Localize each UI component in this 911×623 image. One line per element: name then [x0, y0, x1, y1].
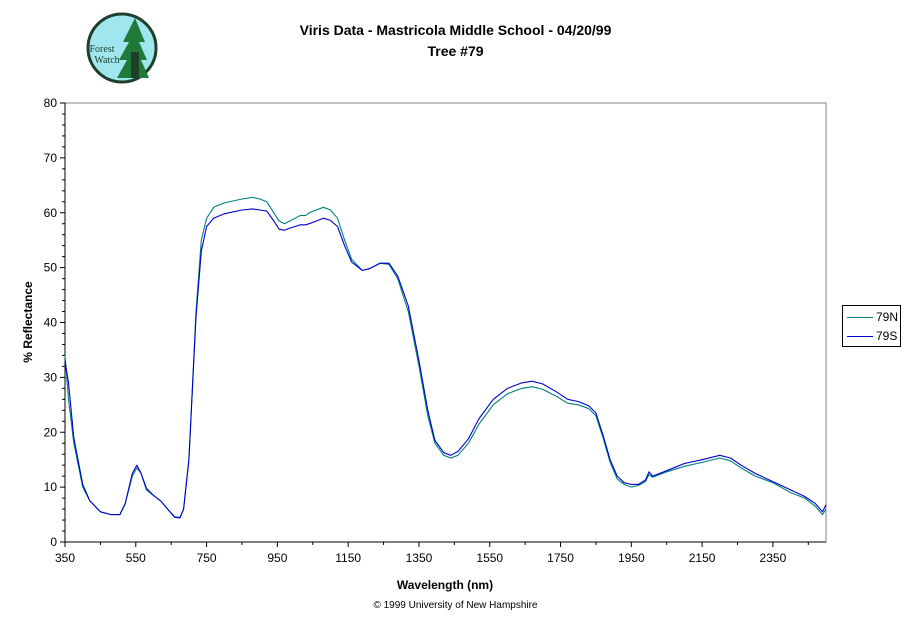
y-tick-label: 60 — [44, 206, 58, 220]
y-tick-label: 10 — [44, 480, 58, 494]
y-tick-label: 0 — [50, 535, 57, 549]
y-tick-label: 80 — [44, 96, 58, 110]
chart-subtitle: Tree #79 — [427, 43, 484, 59]
y-axis: 0 10 20 30 40 50 60 70 80 — [44, 96, 66, 549]
legend-item-79n: 79N — [847, 309, 901, 325]
y-tick-label: 40 — [44, 316, 58, 330]
logo-text-line2: Watch — [94, 55, 119, 66]
x-tick-label: 1350 — [406, 551, 433, 565]
copyright-footer: © 1999 University of New Hampshire — [373, 600, 538, 611]
legend-label-79s: 79S — [876, 329, 898, 343]
x-tick-label: 1750 — [547, 551, 574, 565]
legend-swatch-79s — [847, 336, 873, 337]
x-tick-label: 350 — [55, 551, 75, 565]
series-line-79s — [64, 208, 827, 519]
legend-label-79n: 79N — [876, 310, 899, 324]
logo-person-icon — [131, 52, 139, 78]
legend-swatch-79n — [847, 317, 873, 318]
x-tick-label: 1150 — [335, 551, 361, 565]
x-tick-label: 750 — [197, 551, 217, 565]
y-tick-label: 30 — [44, 370, 58, 384]
x-tick-label: 1950 — [618, 551, 645, 565]
x-tick-label: 550 — [126, 551, 146, 565]
series-lines — [64, 196, 827, 519]
plot-area — [64, 102, 827, 543]
x-tick-label: 1550 — [476, 551, 503, 565]
x-tick-label: 950 — [267, 551, 287, 565]
x-axis: 350 550 750 950 1150 1350 1550 1750 1950 2150 2350 — [55, 541, 826, 565]
y-tick-label: 70 — [44, 151, 58, 165]
y-tick-label: 20 — [44, 425, 58, 439]
legend-item-79s: 79S — [847, 328, 901, 344]
x-tick-label: 2150 — [689, 551, 716, 565]
forest-watch-logo: Forest Watch — [86, 12, 158, 84]
x-tick-label: 2350 — [760, 551, 787, 565]
logo-text-line1: Forest — [90, 44, 115, 55]
legend: 79N 79S — [842, 305, 901, 347]
y-tick-label: 50 — [44, 261, 58, 275]
y-axis-title: % Reflectance — [21, 281, 35, 363]
chart-title: Viris Data - Mastricola Middle School - … — [299, 22, 612, 38]
logo-tree-icon — [117, 18, 149, 78]
x-axis-title: Wavelength (nm) — [397, 578, 493, 592]
